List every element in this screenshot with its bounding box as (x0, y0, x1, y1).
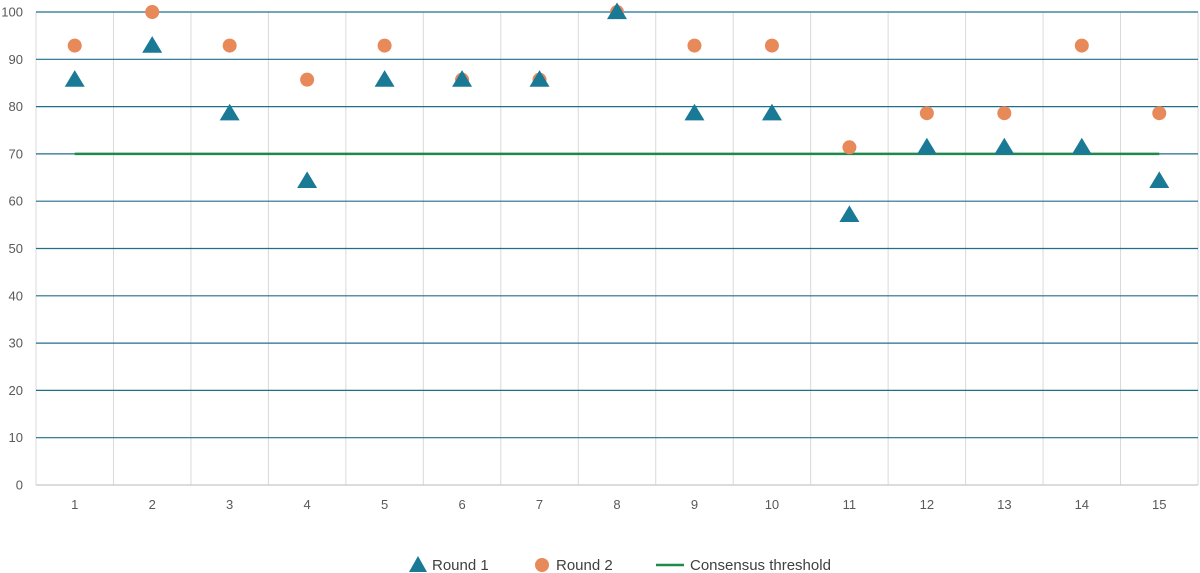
round-1-point (297, 171, 318, 188)
round-1-point (916, 137, 937, 155)
y-tick-label: 50 (9, 241, 23, 256)
x-tick-label: 10 (765, 497, 779, 512)
legend-label-round-2: Round 2 (556, 557, 613, 573)
round-2-point (67, 38, 82, 53)
legend-marker-round-1 (409, 556, 427, 572)
x-tick-label: 1 (71, 497, 78, 512)
x-tick-label: 13 (997, 497, 1011, 512)
x-tick-label: 7 (536, 497, 543, 512)
x-tick-label: 6 (458, 497, 465, 512)
x-tick-label: 12 (920, 497, 934, 512)
x-tick-label: 4 (304, 497, 311, 512)
round-2-point (377, 38, 392, 53)
x-tick-label: 5 (381, 497, 388, 512)
round-2-point (842, 140, 857, 155)
round-2-point (687, 38, 702, 53)
round-2-point (300, 72, 315, 87)
round-2-point (222, 38, 237, 53)
round-2-point (145, 5, 160, 19)
x-tick-label: 8 (613, 497, 620, 512)
series (64, 2, 1170, 223)
round-1-point (374, 70, 395, 87)
x-tick-label: 15 (1152, 497, 1166, 512)
round-1-point (607, 2, 627, 20)
round-1-point (452, 70, 473, 87)
round-1-point (761, 103, 782, 121)
y-tick-label: 80 (9, 99, 23, 114)
round-1-point (1071, 137, 1092, 155)
x-tick-label: 3 (226, 497, 233, 512)
round-1-point (684, 103, 705, 121)
legend-label-round-1: Round 1 (432, 557, 489, 573)
round-1-point (529, 70, 550, 87)
x-tick-label: 14 (1075, 497, 1089, 512)
round-2-point (764, 38, 779, 53)
round-2-point (1074, 38, 1089, 53)
y-tick-label: 70 (9, 146, 23, 161)
legend: Round 1 Round 2 Consensus threshold (409, 556, 831, 573)
y-tick-label: 30 (9, 336, 23, 351)
x-tick-label: 9 (691, 497, 698, 512)
round-1-point (1149, 171, 1170, 188)
legend-label-consensus: Consensus threshold (690, 557, 831, 573)
y-tick-label: 60 (9, 194, 23, 209)
y-tick-label: 90 (9, 52, 23, 67)
round-1-point (142, 36, 163, 53)
round-2-point (1152, 106, 1167, 121)
y-tick-label: 20 (9, 383, 23, 398)
y-tick-label: 100 (1, 5, 23, 20)
round-1-point (64, 70, 85, 87)
y-tick-label: 10 (9, 430, 23, 445)
grid (35, 11, 1199, 486)
round-1-point (219, 103, 240, 121)
round-2-point (997, 106, 1012, 121)
y-tick-label: 0 (16, 478, 23, 493)
round-2-point (919, 106, 934, 121)
x-tick-label: 2 (149, 497, 156, 512)
x-tick-label: 11 (843, 497, 857, 512)
round-1-point (839, 205, 860, 223)
y-tick-label: 40 (9, 288, 23, 303)
round-1-point (994, 137, 1015, 155)
legend-marker-round-2 (535, 558, 549, 572)
